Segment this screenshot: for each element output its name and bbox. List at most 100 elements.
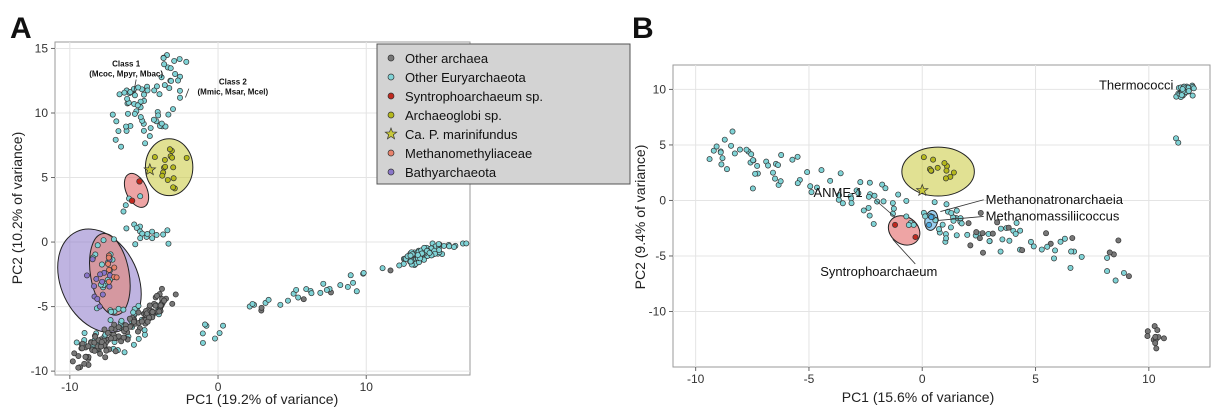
syntrophoarchaeum-point bbox=[136, 178, 143, 185]
scatter-point bbox=[1044, 243, 1051, 250]
scatter-point bbox=[199, 330, 206, 337]
panel-a-points bbox=[69, 52, 470, 371]
scatter-point bbox=[139, 230, 146, 237]
scatter-point bbox=[118, 143, 125, 150]
scatter-point bbox=[1030, 243, 1037, 250]
scatter-point bbox=[928, 214, 935, 221]
scatter-point bbox=[105, 278, 112, 285]
scatter-point bbox=[827, 177, 834, 184]
scatter-point bbox=[94, 295, 101, 302]
scatter-point bbox=[176, 56, 183, 62]
scatter-point bbox=[126, 315, 133, 322]
scatter-point bbox=[135, 84, 142, 91]
scatter-point bbox=[84, 272, 90, 279]
scatter-point bbox=[976, 235, 983, 242]
scatter-point bbox=[81, 330, 88, 336]
ellipse-archaeoglobi bbox=[901, 146, 975, 197]
annotation-class-title: Class 2 bbox=[219, 78, 248, 87]
scatter-point bbox=[866, 179, 873, 186]
scatter-point bbox=[170, 106, 176, 113]
y-tick-label: 15 bbox=[35, 41, 49, 55]
scatter-point bbox=[778, 152, 785, 158]
scatter-point bbox=[135, 328, 141, 335]
scatter-point bbox=[879, 181, 886, 188]
scatter-point bbox=[151, 154, 158, 161]
scatter-point bbox=[1161, 335, 1167, 342]
scatter-point bbox=[105, 260, 112, 267]
panel-b-points bbox=[706, 82, 1197, 352]
scatter-point bbox=[794, 180, 801, 187]
annotation-leader-line bbox=[875, 199, 896, 218]
scatter-point bbox=[922, 213, 929, 220]
y-tick-label: -10 bbox=[649, 304, 667, 318]
scatter-point bbox=[752, 170, 759, 177]
scatter-point bbox=[936, 226, 942, 233]
scatter-point bbox=[170, 175, 177, 182]
scatter-point bbox=[108, 325, 115, 332]
scatter-point bbox=[1185, 88, 1192, 94]
scatter-point bbox=[103, 347, 110, 354]
legend-key-other-euryarchaeota bbox=[387, 73, 395, 81]
scatter-point bbox=[123, 123, 129, 130]
scatter-point bbox=[202, 321, 208, 328]
panel-a-letter: A bbox=[10, 12, 32, 45]
x-tick-label: 5 bbox=[1032, 372, 1039, 386]
scatter-point bbox=[118, 317, 125, 324]
scatter-point bbox=[721, 136, 728, 143]
y-tick-label: 10 bbox=[653, 82, 667, 96]
scatter-point bbox=[1006, 237, 1013, 244]
scatter-point bbox=[293, 286, 300, 293]
scatter-point bbox=[111, 264, 118, 271]
scatter-point bbox=[836, 192, 842, 199]
scatter-point bbox=[980, 249, 986, 256]
scatter-point bbox=[161, 82, 168, 89]
scatter-point bbox=[463, 240, 470, 247]
scatter-point bbox=[928, 167, 935, 174]
legend-label: Archaeoglobi sp. bbox=[405, 108, 502, 123]
scatter-point bbox=[973, 229, 980, 236]
annotation-class-members: (Mcoc, Mpyr, Mbac) bbox=[89, 70, 163, 79]
scatter-point bbox=[950, 169, 957, 176]
scatter-point bbox=[97, 271, 104, 278]
scatter-point bbox=[857, 179, 864, 186]
scatter-point bbox=[285, 297, 291, 304]
scatter-point bbox=[855, 190, 862, 197]
legend-box bbox=[376, 43, 631, 185]
scatter-point bbox=[986, 238, 993, 245]
scatter-point bbox=[122, 325, 129, 332]
scatter-point bbox=[98, 339, 105, 345]
scatter-point bbox=[249, 300, 256, 307]
scatter-point bbox=[943, 201, 950, 208]
scatter-point bbox=[107, 317, 114, 324]
scatter-point bbox=[85, 343, 92, 350]
scatter-point bbox=[258, 304, 265, 311]
scatter-point bbox=[765, 162, 771, 169]
syntrophoarchaeum-point bbox=[128, 197, 136, 204]
ellipse-archaeoglobi-sp- bbox=[144, 138, 194, 197]
y-tick-label: 0 bbox=[41, 235, 48, 249]
scatter-point bbox=[99, 278, 106, 285]
scatter-point bbox=[115, 128, 122, 135]
scatter-point bbox=[155, 112, 162, 119]
scatter-point bbox=[737, 146, 743, 153]
annotation-leader-line bbox=[133, 79, 137, 94]
scatter-point bbox=[94, 242, 101, 249]
scatter-point bbox=[102, 354, 109, 361]
scatter-point bbox=[141, 91, 147, 98]
panel-b-ylabel: PC2 (9.4% of variance) bbox=[632, 145, 648, 290]
scatter-point bbox=[154, 292, 160, 299]
scatter-point bbox=[320, 280, 327, 287]
scatter-point bbox=[120, 208, 127, 215]
annotation-leader-line bbox=[940, 199, 984, 212]
legend-label: Other archaea bbox=[405, 51, 489, 66]
scatter-point bbox=[953, 207, 960, 214]
scatter-point bbox=[137, 114, 144, 121]
scatter-point bbox=[153, 231, 160, 238]
scatter-point bbox=[170, 164, 177, 171]
scatter-point bbox=[104, 329, 111, 336]
scatter-point bbox=[717, 149, 724, 156]
scatter-point bbox=[176, 87, 183, 94]
scatter-point bbox=[1144, 333, 1151, 340]
panel-a-xlabel: PC1 (19.2% of variance) bbox=[186, 391, 339, 407]
scatter-point bbox=[132, 241, 139, 248]
